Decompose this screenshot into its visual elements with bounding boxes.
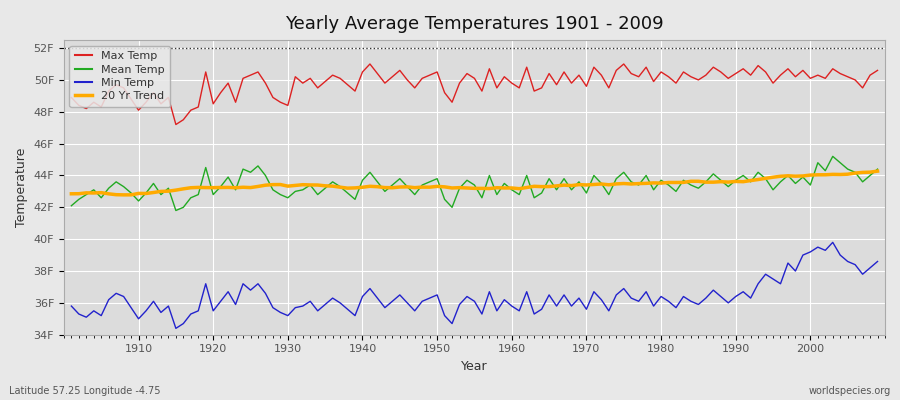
Text: Latitude 57.25 Longitude -4.75: Latitude 57.25 Longitude -4.75	[9, 386, 160, 396]
X-axis label: Year: Year	[461, 360, 488, 373]
Title: Yearly Average Temperatures 1901 - 2009: Yearly Average Temperatures 1901 - 2009	[285, 15, 664, 33]
Y-axis label: Temperature: Temperature	[15, 148, 28, 227]
Text: worldspecies.org: worldspecies.org	[809, 386, 891, 396]
Legend: Max Temp, Mean Temp, Min Temp, 20 Yr Trend: Max Temp, Mean Temp, Min Temp, 20 Yr Tre…	[69, 46, 170, 107]
